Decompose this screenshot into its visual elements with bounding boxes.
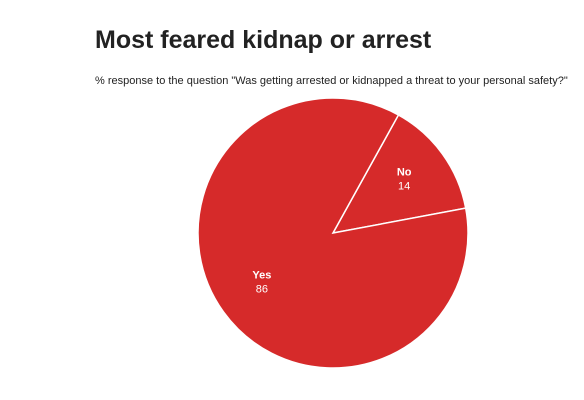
chart-subtitle: % response to the question "Was getting … — [95, 75, 568, 87]
chart-title: Most feared kidnap or arrest — [95, 26, 432, 54]
slice-label: No — [397, 167, 412, 179]
slice-value: 14 — [398, 181, 410, 193]
slice-label: Yes — [252, 269, 271, 281]
pie-slice — [197, 97, 469, 369]
pie-slice — [331, 113, 467, 235]
slice-value: 86 — [256, 283, 268, 295]
